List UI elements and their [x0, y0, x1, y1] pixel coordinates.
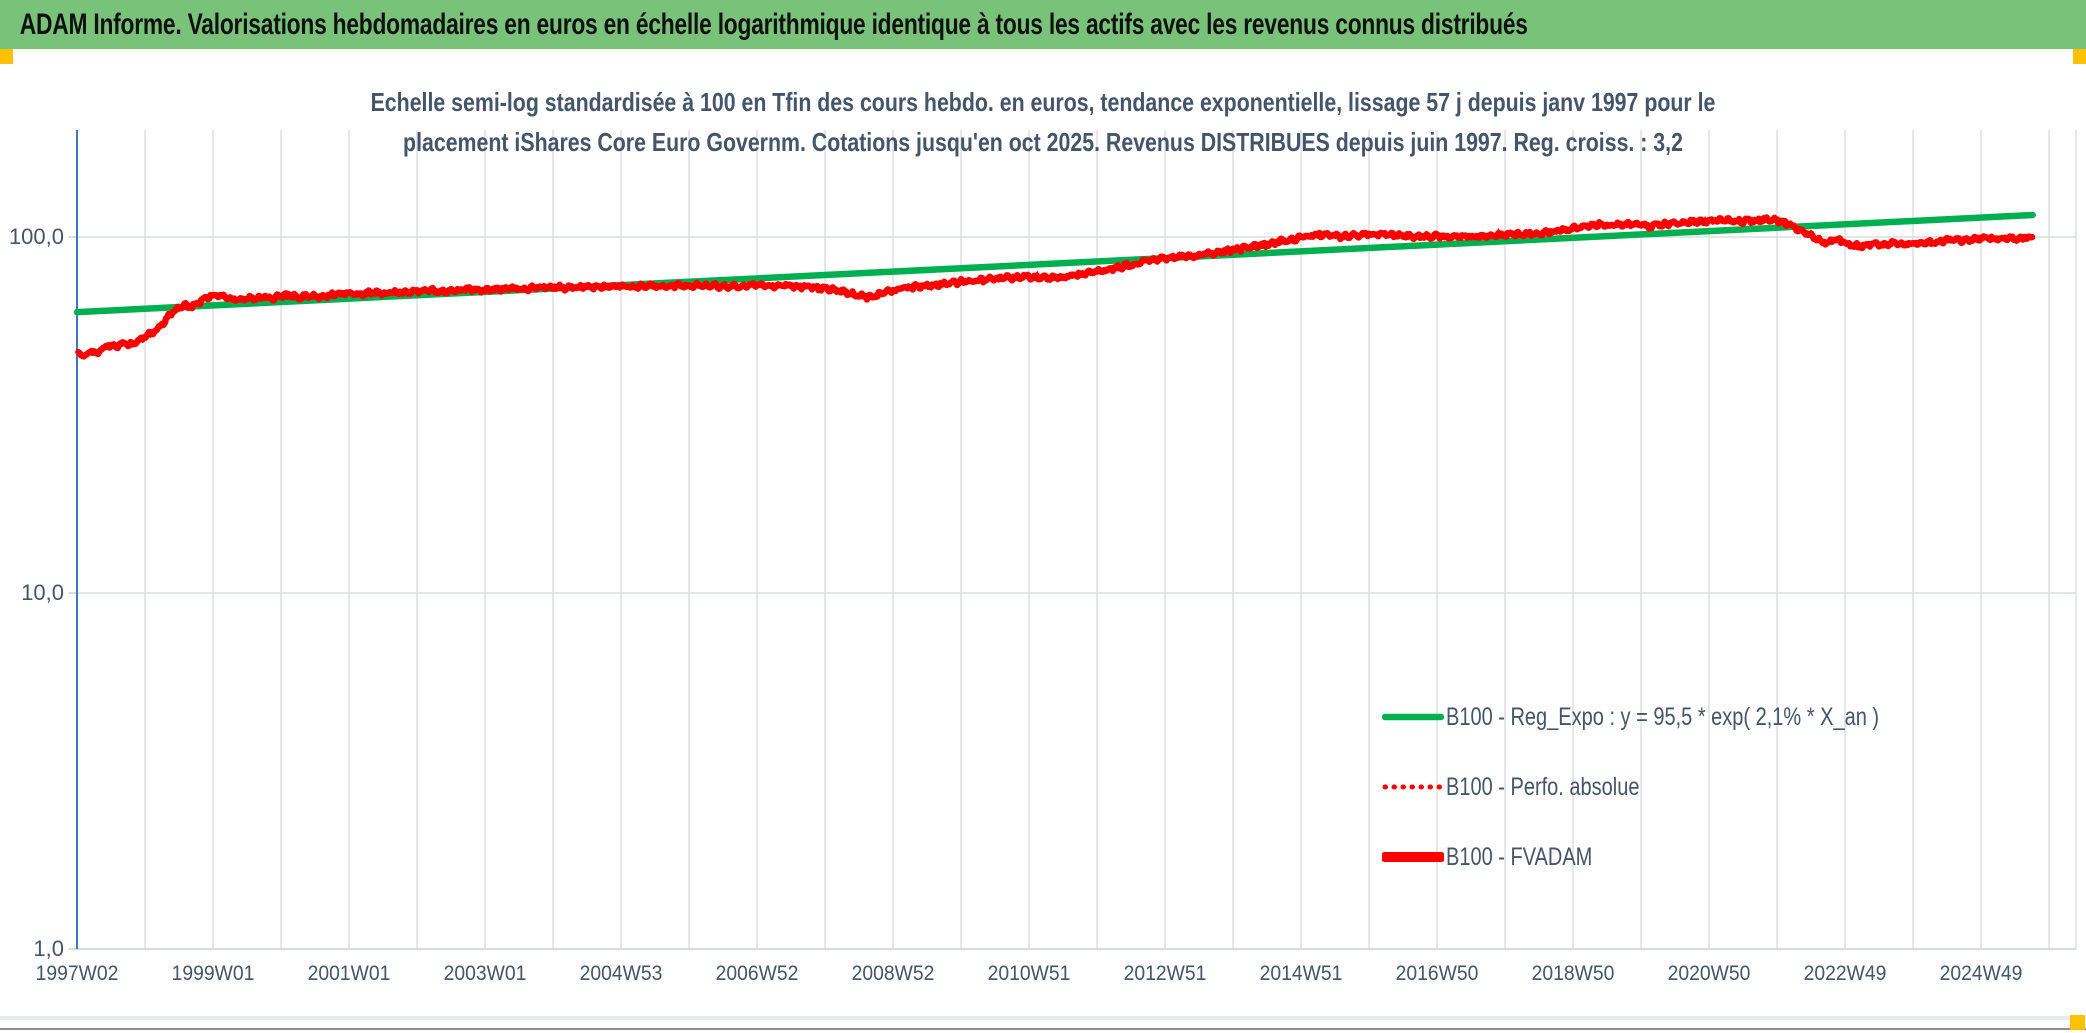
x-tick-label: 2008W52 — [851, 962, 935, 985]
x-tick-label: 1997W02 — [35, 962, 119, 985]
legend-swatch-solid-red-line — [1382, 852, 1444, 862]
x-tick-label: 2001W01 — [307, 962, 391, 985]
banner: ADAM Informe. Valorisations hebdomadaire… — [0, 0, 2086, 49]
x-tick-label: 2020W50 — [1667, 962, 1751, 985]
series-fvadam-line — [75, 214, 2036, 360]
y-tick-label: 10,0 — [21, 580, 64, 605]
x-tick-label: 2018W50 — [1531, 962, 1615, 985]
x-tick-label: 2022W49 — [1803, 962, 1887, 985]
y-tick-label: 1,0 — [33, 936, 64, 961]
bottom-divider-dark — [0, 1028, 2086, 1030]
x-tick-label: 2012W51 — [1123, 962, 1207, 985]
legend-item-reg-expo: B100 - Reg_Expo : y = 95,5 * exp( 2,1% *… — [1382, 682, 1987, 752]
accent-square-right — [2073, 49, 2086, 64]
y-tick-label: 100,0 — [8, 224, 64, 249]
x-tick-label: 2010W51 — [987, 962, 1071, 985]
x-tick-label: 2014W51 — [1259, 962, 1343, 985]
accent-square-left — [0, 49, 13, 64]
chart-subtitle: Echelle semi-log standardisée à 100 en T… — [188, 82, 1899, 162]
legend-swatch-dotted-red-line — [1382, 784, 1444, 790]
chart-subtitle-line2: placement iShares Core Euro Governm. Cot… — [403, 127, 1683, 157]
x-tick-label: 2006W52 — [715, 962, 799, 985]
legend-item-fvadam: B100 - FVADAM — [1382, 822, 1987, 892]
legend: B100 - Reg_Expo : y = 95,5 * exp( 2,1% *… — [1382, 682, 1987, 892]
legend-swatch-solid-green-line — [1382, 713, 1444, 721]
x-tick-label: 2004W53 — [579, 962, 663, 985]
banner-title: ADAM Informe. Valorisations hebdomadaire… — [19, 7, 1528, 41]
series-perfo-absolue-line — [76, 212, 2035, 359]
chart-subtitle-line1: Echelle semi-log standardisée à 100 en T… — [370, 87, 1716, 117]
x-tick-label: 2003W01 — [443, 962, 527, 985]
x-tick-label: 2024W49 — [1939, 962, 2023, 985]
series-reg-expo-line — [73, 211, 2036, 316]
accent-square-bottom-right — [2070, 1015, 2085, 1030]
legend-label: B100 - FVADAM — [1446, 842, 1593, 871]
x-tick-label: 1999W01 — [171, 962, 255, 985]
legend-item-perfo-absolue: B100 - Perfo. absolue — [1382, 752, 1987, 822]
legend-label: B100 - Perfo. absolue — [1446, 772, 1640, 801]
bottom-divider-light — [0, 1016, 2086, 1020]
legend-label: B100 - Reg_Expo : y = 95,5 * exp( 2,1% *… — [1446, 702, 1880, 731]
x-tick-label: 2016W50 — [1395, 962, 1479, 985]
